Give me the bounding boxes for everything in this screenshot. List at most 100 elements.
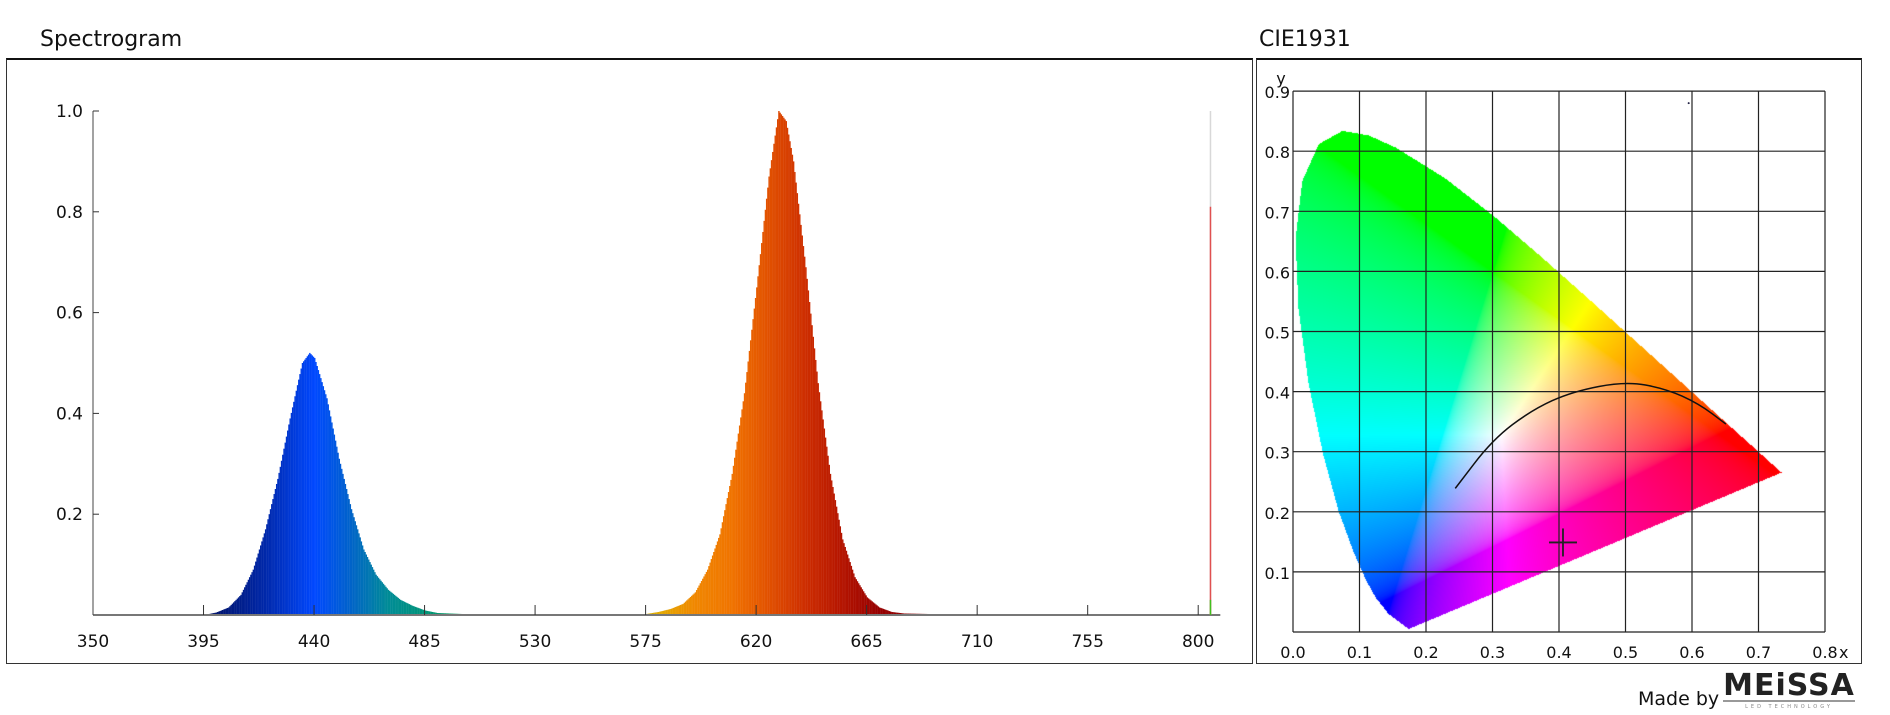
spectrum-bar [309, 352, 311, 615]
spectrum-bar [746, 372, 748, 615]
spectrum-bar [752, 319, 754, 615]
spectrum-bar [237, 597, 240, 615]
y-tick-label: 0.8 [56, 203, 83, 223]
spectrum-bar [695, 590, 698, 615]
spectrum-bar [316, 366, 318, 615]
spectrum-bar [384, 585, 386, 615]
spectrum-bar [273, 494, 275, 615]
spectrum-bar [710, 559, 713, 615]
spectrum-bar [305, 357, 307, 615]
spectrum-bar [342, 473, 344, 615]
spectrum-bar [751, 329, 753, 615]
spectrum-bar [875, 604, 877, 615]
spectrum-bar [716, 541, 719, 615]
spectrum-bar [843, 543, 845, 615]
spectrum-bar [363, 549, 365, 615]
spectrum-bar [725, 504, 727, 615]
spectrum-bar [287, 430, 289, 615]
spectrum-bar [413, 606, 415, 615]
spectrum-bar [323, 390, 326, 615]
spectrum-bar [880, 607, 882, 615]
spectrum-bar [428, 611, 430, 615]
spectrum-bar [657, 611, 660, 615]
spectrum-bar [754, 297, 757, 615]
spectrum-bar [860, 587, 862, 615]
spectrum-bar [769, 168, 772, 615]
y-tick-label: 0.2 [1265, 504, 1290, 523]
spectrum-bar [338, 458, 340, 615]
spectrum-bar [670, 608, 672, 615]
spectrum-bar [790, 147, 792, 615]
spectrum-bar [430, 611, 433, 615]
spectrum-bar [784, 119, 786, 616]
spectrum-bar [693, 593, 695, 615]
spectrum-bar [886, 610, 888, 615]
y-tick-label: 0.7 [1265, 203, 1290, 222]
spectrum-bar [686, 600, 688, 615]
y-tick-label: 0.6 [1265, 263, 1290, 282]
spectrum-bar [845, 550, 848, 615]
spectrum-bar [777, 119, 779, 615]
spectrum-bar [223, 609, 225, 615]
spectrum-bar [262, 537, 264, 615]
spectrum-bar [676, 606, 678, 615]
spectrum-bar [359, 537, 361, 615]
made-by: Made by MEiSSA LED TECHNOLOGY [1638, 671, 1855, 710]
spectrum-bar [257, 553, 259, 615]
spectrum-bar [853, 573, 855, 615]
spectrum-bar [684, 601, 687, 615]
spectrum-bar [878, 607, 881, 615]
spectrum-bar [813, 348, 816, 615]
spectrum-bar [406, 602, 408, 615]
spectrum-bar [713, 552, 715, 615]
y-tick-label: 1.0 [56, 102, 83, 122]
spectrum-bar [753, 308, 756, 615]
spectrum-bar [720, 528, 722, 615]
spectrum-bar [269, 509, 272, 615]
spectrum-bar [260, 545, 262, 615]
spectrum-bar [849, 562, 851, 615]
spectrum-bar [854, 577, 856, 615]
x-axis-label: x [1839, 643, 1848, 662]
x-tick-label: 485 [408, 632, 440, 652]
spectrum-bar [758, 265, 760, 615]
spectrum-bar [403, 601, 406, 615]
spectrum-bar [371, 567, 374, 615]
spectrogram-title: Spectrogram [40, 27, 183, 52]
spectrum-bar [671, 608, 673, 615]
spectrum-bar [842, 539, 844, 615]
spectrum-bar [391, 592, 393, 615]
spectrum-bar [652, 612, 655, 615]
spectrum-bar [250, 574, 252, 615]
spectrum-bar [375, 574, 377, 615]
spectrum-bar [228, 607, 230, 615]
spectrum-bar [722, 516, 725, 615]
spectrum-bar [315, 361, 317, 615]
x-tick-label: 755 [1071, 632, 1103, 652]
spectrum-bar [833, 493, 835, 615]
spectrum-bar [382, 583, 385, 615]
spectrum-bar [882, 608, 884, 615]
spectrum-bar [709, 562, 711, 615]
spectrum-bar [332, 428, 334, 615]
spectrum-bar [835, 506, 838, 615]
spectrum-bar [239, 596, 241, 615]
spectrum-bar [801, 235, 803, 616]
spectrum-bar [765, 198, 768, 615]
spectrum-bar [326, 398, 328, 615]
spectrum-bar [823, 428, 826, 615]
spectrum-bar [799, 214, 801, 615]
spectrum-bar [244, 587, 246, 615]
spectrum-bar [748, 350, 751, 615]
spectrum-bar [422, 609, 424, 615]
spectrum-bar [241, 592, 243, 615]
spectrum-bar [282, 454, 284, 615]
spectrum-bar [824, 437, 827, 615]
spectrum-bar [817, 383, 819, 615]
spectrum-bar [732, 465, 735, 615]
spectrum-bar [368, 559, 370, 615]
spectrum-bar [388, 590, 391, 615]
spectrum-bar [218, 611, 220, 615]
spectrum-bar [358, 533, 360, 615]
spectrum-bar [832, 486, 834, 615]
